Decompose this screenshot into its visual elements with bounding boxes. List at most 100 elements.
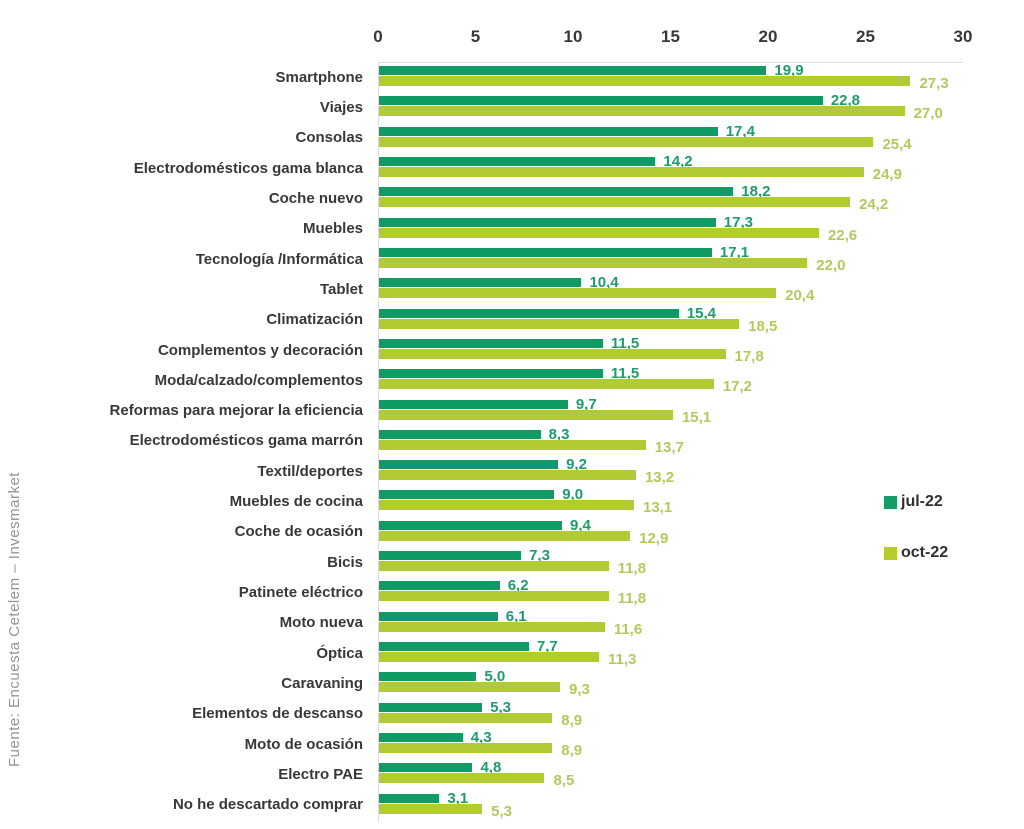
bar-jul-22 bbox=[379, 66, 767, 75]
category-label: Tecnología /Informática bbox=[195, 250, 363, 268]
bar-oct-22 bbox=[379, 743, 553, 754]
value-label-oct-22: 17,8 bbox=[734, 347, 764, 365]
bar-jul-22 bbox=[379, 278, 582, 288]
value-label-jul-22: 9,7 bbox=[575, 395, 597, 413]
bar-oct-22 bbox=[379, 500, 634, 511]
value-label-oct-22: 25,4 bbox=[882, 135, 912, 153]
value-label-oct-22: 11,6 bbox=[613, 620, 643, 638]
bar-oct-22 bbox=[379, 288, 777, 299]
value-label-oct-22: 13,7 bbox=[654, 438, 684, 456]
category-label: Consolas bbox=[295, 129, 363, 147]
bar-jul-22 bbox=[379, 247, 712, 257]
bar-oct-22 bbox=[379, 439, 646, 450]
axis-tick: 30 bbox=[953, 27, 973, 46]
bar-oct-22 bbox=[379, 197, 851, 208]
bar-jul-22 bbox=[379, 520, 562, 530]
bar-oct-22 bbox=[379, 652, 599, 663]
x-axis: 0 5 10 15 20 25 30 bbox=[373, 27, 972, 51]
bar-jul-22 bbox=[379, 702, 483, 712]
bar-jul-22 bbox=[379, 96, 823, 106]
value-label-oct-22: 27,0 bbox=[913, 105, 943, 123]
category-label: Moto de ocasión bbox=[244, 735, 363, 753]
value-label-jul-22: 3,1 bbox=[447, 789, 469, 807]
axis-tick: 20 bbox=[758, 27, 778, 46]
legend-item-jul-22: jul-22 bbox=[884, 493, 948, 511]
value-label-jul-22: 10,4 bbox=[589, 274, 619, 292]
value-label-jul-22: 9,2 bbox=[566, 456, 587, 474]
bar-oct-22 bbox=[379, 318, 740, 329]
axis-tick: 25 bbox=[856, 27, 875, 46]
chart-row: 4,8 8,5 bbox=[379, 760, 963, 790]
axis-tick: 15 bbox=[661, 27, 680, 46]
value-label-oct-22: 22,0 bbox=[816, 256, 846, 274]
value-label-oct-22: 11,3 bbox=[607, 651, 637, 669]
value-label-jul-22: 9,0 bbox=[562, 486, 584, 504]
legend: jul-22 oct-22 bbox=[884, 493, 948, 595]
value-label-jul-22: 5,3 bbox=[490, 698, 512, 716]
chart-row: 3,1 5,3 bbox=[379, 791, 963, 821]
value-label-oct-22: 18,5 bbox=[748, 317, 778, 335]
legend-swatch-jul-22 bbox=[884, 495, 897, 509]
category-label: Patinete eléctrico bbox=[238, 584, 363, 602]
bar-oct-22 bbox=[379, 773, 545, 784]
chart-row: 7,3 11,8 bbox=[379, 548, 963, 578]
category-label: Electro PAE bbox=[278, 766, 363, 784]
bar-jul-22 bbox=[379, 156, 656, 166]
value-label-oct-22: 11,8 bbox=[617, 590, 647, 608]
value-label-oct-22: 9,3 bbox=[569, 681, 590, 699]
legend-label-jul-22: jul-22 bbox=[901, 493, 943, 510]
chart-row: 17,3 22,6 bbox=[379, 215, 963, 245]
bar-oct-22 bbox=[379, 348, 726, 359]
value-label-oct-22: 20,4 bbox=[785, 287, 815, 305]
value-label-jul-22: 7,3 bbox=[529, 547, 550, 565]
bar-oct-22 bbox=[379, 470, 636, 481]
value-label-oct-22: 8,5 bbox=[553, 772, 575, 790]
category-label: Moto nueva bbox=[279, 614, 363, 632]
bar-jul-22 bbox=[379, 642, 529, 652]
bar-oct-22 bbox=[379, 591, 609, 602]
legend-item-oct-22: oct-22 bbox=[884, 544, 948, 562]
category-label: No he descartado comprar bbox=[172, 796, 363, 814]
value-label-oct-22: 22,6 bbox=[827, 226, 858, 244]
bar-oct-22 bbox=[379, 227, 819, 238]
bar-jul-22 bbox=[379, 308, 679, 318]
bar-jul-22 bbox=[379, 672, 477, 682]
bar-jul-22 bbox=[379, 126, 718, 136]
value-label-jul-22: 14,2 bbox=[663, 152, 693, 170]
bar-jul-22 bbox=[379, 399, 568, 409]
bar-oct-22 bbox=[379, 803, 483, 814]
category-label: Coche de ocasión bbox=[234, 523, 363, 541]
category-label: Textil/deportes bbox=[257, 462, 363, 480]
bar-jul-22 bbox=[379, 763, 473, 773]
category-label: Complementos y decoración bbox=[157, 341, 363, 359]
bar-oct-22 bbox=[379, 106, 905, 117]
bar-jul-22 bbox=[379, 217, 716, 227]
bar-jul-22 bbox=[379, 187, 734, 197]
chart-row: 9,4 12,9 bbox=[379, 518, 963, 548]
value-label-oct-22: 15,1 bbox=[681, 408, 712, 426]
chart-row: 18,2 24,2 bbox=[379, 184, 963, 214]
value-label-jul-22: 22,8 bbox=[830, 92, 861, 110]
chart-row: 6,2 11,8 bbox=[379, 578, 963, 608]
bar-oct-22 bbox=[379, 682, 561, 693]
category-label: Muebles de cocina bbox=[229, 493, 363, 511]
category-label: Caravaning bbox=[281, 675, 363, 693]
bar-jul-22 bbox=[379, 429, 541, 439]
category-label: Bicis bbox=[327, 553, 363, 571]
chart-row: 10,4 20,4 bbox=[379, 275, 963, 305]
bar-jul-22 bbox=[379, 581, 500, 591]
bar-jul-22 bbox=[379, 490, 555, 500]
bar-oct-22 bbox=[379, 379, 714, 390]
value-label-jul-22: 6,2 bbox=[507, 577, 529, 595]
value-label-oct-22: 5,3 bbox=[491, 802, 513, 820]
chart-row: 6,1 11,6 bbox=[379, 609, 963, 639]
bar-oct-22 bbox=[379, 712, 553, 723]
category-label: Elementos de descanso bbox=[192, 705, 363, 723]
bar-jul-22 bbox=[379, 551, 522, 561]
bar-oct-22 bbox=[379, 76, 911, 86]
value-label-jul-22: 18,2 bbox=[741, 183, 771, 201]
value-label-jul-22: 17,3 bbox=[723, 213, 753, 231]
bar-oct-22 bbox=[379, 166, 864, 177]
category-label: Viajes bbox=[319, 98, 363, 116]
